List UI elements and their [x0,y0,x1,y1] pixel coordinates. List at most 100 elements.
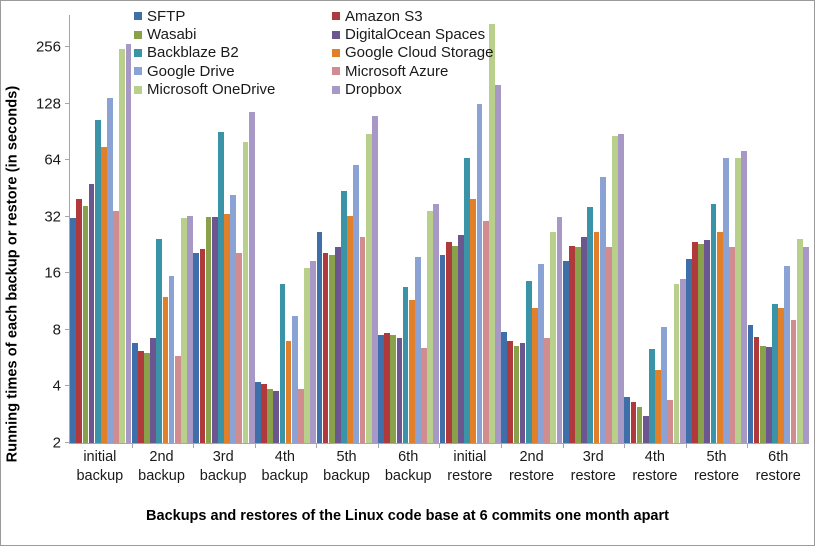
bar [649,349,655,443]
legend-item-google-drive[interactable]: Google Drive [134,62,332,80]
bar [254,382,261,443]
bar [267,388,274,443]
legend-label: Amazon S3 [345,7,423,25]
bar [328,255,335,443]
bar [421,348,427,443]
bar [137,350,144,443]
bar [359,236,366,443]
x-axis-category-line: restore [755,468,801,484]
bar-group [439,15,501,448]
bar [513,345,520,443]
bar [464,157,471,443]
legend-item-sftp[interactable]: SFTP [134,7,332,25]
bar [772,303,778,443]
legend-swatch-icon [332,67,340,76]
x-axis-category-label: initial backup [69,448,131,486]
x-axis-tick-mark [254,443,256,448]
bar [790,320,797,443]
bar [501,331,508,443]
bar [778,307,785,443]
legend-label: Microsoft Azure [345,62,449,80]
bar [538,263,544,443]
bar [439,255,446,443]
bar [113,210,120,443]
bar [365,134,372,443]
x-axis-category-line: restore [508,468,555,484]
bar [236,253,243,443]
bar [519,343,526,443]
legend-item-backblaze-b2[interactable]: Backblaze B2 [134,44,332,62]
y-axis-tick-label: 16 [44,264,61,282]
x-axis-category-line: initial [83,449,117,465]
bar [482,220,489,443]
x-axis-category-line: 4th [644,449,665,465]
bar [230,194,237,443]
bar [741,150,748,443]
bar [618,134,624,443]
bar [322,253,329,443]
x-axis-category-line: 3rd [212,449,234,465]
x-axis-tick-mark [685,443,687,448]
legend-item-microsoft-onedrive[interactable]: Microsoft OneDrive [134,81,332,99]
x-axis-category-line: 2nd [519,449,544,465]
bar-group [685,15,748,448]
y-axis-tick-mark [65,385,70,387]
bar [698,243,705,443]
x-axis-tick-mark [193,443,195,448]
x-axis-category-label: 5th restore [686,448,748,486]
legend-item-microsoft-azure[interactable]: Microsoft Azure [332,62,532,80]
y-axis-tick-mark [65,102,70,104]
y-axis-tick-label: 64 [44,151,61,169]
bar [107,97,113,443]
x-axis-tick-mark [377,443,379,448]
bar [168,275,175,443]
bar [655,369,661,443]
bar-group [562,15,625,448]
bar [248,112,255,443]
bar [402,287,409,443]
legend-item-google-cloud-storage[interactable]: Google Cloud Storage [332,44,532,62]
legend-item-wasabi[interactable]: Wasabi [134,25,332,43]
bar [199,249,206,443]
legend-swatch-icon [134,30,142,39]
legend-swatch-icon [134,48,142,57]
bar [722,157,729,443]
x-axis-category-line: restore [447,468,493,484]
bar [384,333,391,443]
bar [347,215,354,443]
bar [298,388,304,443]
bar [94,119,101,443]
bar [593,232,600,443]
x-axis-category-label: 3rd backup [192,448,254,486]
x-axis-category-line: 3rd [582,449,604,465]
y-axis-tick-label: 2 [52,434,61,452]
legend-item-amazon-s3[interactable]: Amazon S3 [332,7,532,25]
bar [131,343,138,443]
legend-label: Wasabi [147,26,197,44]
bar [532,307,538,443]
bar-group [377,15,440,448]
legend-item-dropbox[interactable]: Dropbox [332,81,532,99]
x-axis-category-line: backup [384,468,432,484]
bar-group [70,15,132,443]
x-axis-category-line: 5th [336,449,357,465]
x-axis-category-line: 6th [398,449,419,465]
bar [568,245,575,443]
bar-group [193,15,255,448]
legend-item-digitalocean-spaces[interactable]: DigitalOcean Spaces [332,25,532,43]
bar [747,324,754,443]
legend-label: Google Cloud Storage [345,44,494,62]
bar [427,210,434,443]
legend-swatch-icon [332,85,340,94]
bar [636,407,643,443]
bar [371,116,378,443]
bar [599,177,606,443]
bar [692,241,698,443]
bar [679,278,686,443]
x-axis-tick-mark [747,443,749,448]
x-axis-category-line: restore [570,468,616,484]
bar [88,183,95,443]
bar [390,335,397,443]
y-axis-tick-label: 128 [35,95,61,113]
x-axis-category-line: backup [76,468,124,484]
